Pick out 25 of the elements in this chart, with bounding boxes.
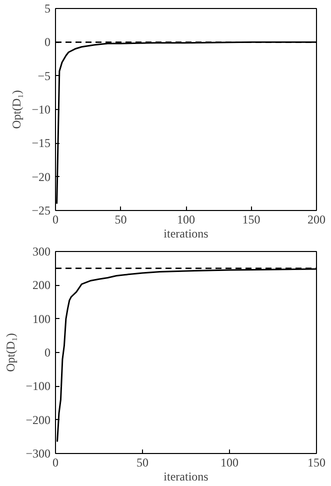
- y-tick-label: 0: [44, 35, 50, 50]
- y-tick-label: 100: [32, 312, 50, 326]
- x-tick-label: 200: [308, 212, 326, 226]
- x-tick-label: 50: [114, 212, 127, 226]
- x-tick-label: 100: [220, 456, 238, 470]
- x-axis-title: iterations: [164, 470, 209, 484]
- x-tick-label: 100: [177, 212, 195, 226]
- y-axis-title: Opt(D₁): [4, 333, 18, 372]
- y-tick-label: −15: [32, 136, 51, 150]
- x-tick-label: 50: [136, 456, 148, 470]
- y-axis-title: Opt(D₁): [10, 90, 24, 129]
- y-tick-label: −200: [26, 412, 51, 427]
- y-tick-label: 300: [32, 244, 50, 258]
- y-tick-label: −10: [32, 102, 51, 116]
- x-axis-title: iterations: [164, 226, 209, 240]
- y-tick-label: −25: [32, 204, 51, 218]
- x-tick-label: 150: [308, 456, 326, 470]
- y-tick-label: 200: [32, 278, 50, 292]
- x-tick-label: 150: [242, 212, 260, 226]
- y-tick-label: −100: [26, 379, 51, 394]
- y-tick-label: 5: [44, 2, 50, 16]
- y-tick-label: −300: [26, 446, 51, 460]
- y-tick-label: −20: [32, 170, 51, 184]
- y-tick-label: 0: [44, 346, 50, 360]
- y-tick-label: −5: [38, 68, 51, 83]
